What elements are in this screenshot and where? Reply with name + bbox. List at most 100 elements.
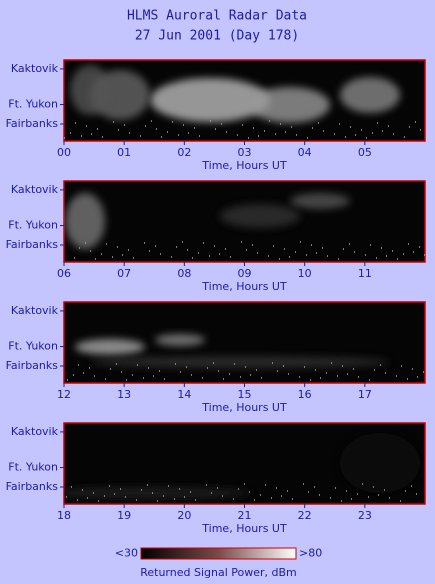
echo-texture [64,65,421,139]
speckle [413,251,414,253]
speckle [116,363,117,365]
speckle [117,246,118,248]
speckle [250,374,251,376]
speckle [195,499,196,501]
speckle [260,494,261,496]
speckle [296,134,297,136]
x-tick-label: 01 [117,146,131,159]
echo [75,339,145,355]
speckle [314,486,315,488]
speckle [168,485,169,487]
speckle [106,243,107,245]
speckle [323,130,324,132]
speckle [179,488,180,490]
echo [250,87,330,123]
speckle [180,371,181,373]
speckle [64,137,65,139]
speckle [252,244,253,246]
x-tick-label: 20 [177,509,191,522]
x-axis-label: Time, Hours UT [201,401,287,414]
speckle [377,122,378,124]
speckle [408,243,409,245]
y-tick-label: Kaktovik [11,62,59,75]
speckle [156,128,157,130]
speckle [85,242,86,244]
speckle [357,493,358,495]
speckle [234,363,235,365]
speckle [112,256,113,258]
speckle [372,132,373,134]
x-tick-label: 21 [238,509,252,522]
speckle [295,251,296,253]
speckle [369,379,370,381]
x-tick-label: 09 [238,267,252,280]
speckle [114,493,115,495]
speckle [268,255,269,257]
speckle [284,248,285,250]
speckle [420,129,421,131]
speckle [311,244,312,246]
speckle [242,124,243,126]
y-tick-label: Fairbanks [6,480,59,493]
speckle [316,252,317,254]
speckle [353,368,354,370]
speckle [83,372,84,374]
x-tick-label: 12 [57,388,71,401]
speckle [347,373,348,375]
colorbar-label: Returned Signal Power, dBm [140,566,297,579]
speckle [271,497,272,499]
speckle [105,378,106,380]
speckle [248,137,249,139]
speckle [178,134,179,136]
speckle [113,121,114,123]
speckle [124,124,125,126]
speckle [89,367,90,369]
speckle [285,131,286,133]
speckle [202,377,203,379]
speckle [335,487,336,489]
speckle [77,499,78,501]
speckle [365,254,366,256]
speckle [129,132,130,134]
speckle [334,133,335,135]
speckle [194,127,195,129]
speckle [299,376,300,378]
speckle [91,133,92,135]
speckle [221,123,222,125]
speckle [261,377,262,379]
speckle [172,121,173,123]
speckle [102,136,103,138]
speckle [223,378,224,380]
speckle [93,492,94,494]
speckle [81,135,82,137]
speckle [191,374,192,376]
x-tick-label: 14 [177,388,191,401]
speckle [237,134,238,136]
x-tick-label: 00 [57,146,71,159]
speckle [67,379,68,381]
speckle [246,249,247,251]
speckle [345,136,346,138]
speckle [163,495,164,497]
speckle [283,365,284,367]
speckle [253,127,254,129]
speckle [192,257,193,259]
speckle [256,369,257,371]
x-tick-label: 10 [298,267,312,280]
speckle [184,496,185,498]
echo [155,334,205,346]
speckle [264,130,265,132]
colorbar-tick-label: >80 [299,547,322,560]
speckle [141,489,142,491]
speckle [376,257,377,259]
echo [70,65,110,115]
speckle [350,126,351,128]
speckle [318,122,319,124]
speckle [291,126,292,128]
speckle [175,363,176,365]
speckle [257,252,258,254]
speckle [164,378,165,380]
x-tick-label: 03 [238,146,252,159]
speckle [404,136,405,138]
y-tick-label: Fairbanks [6,359,59,372]
